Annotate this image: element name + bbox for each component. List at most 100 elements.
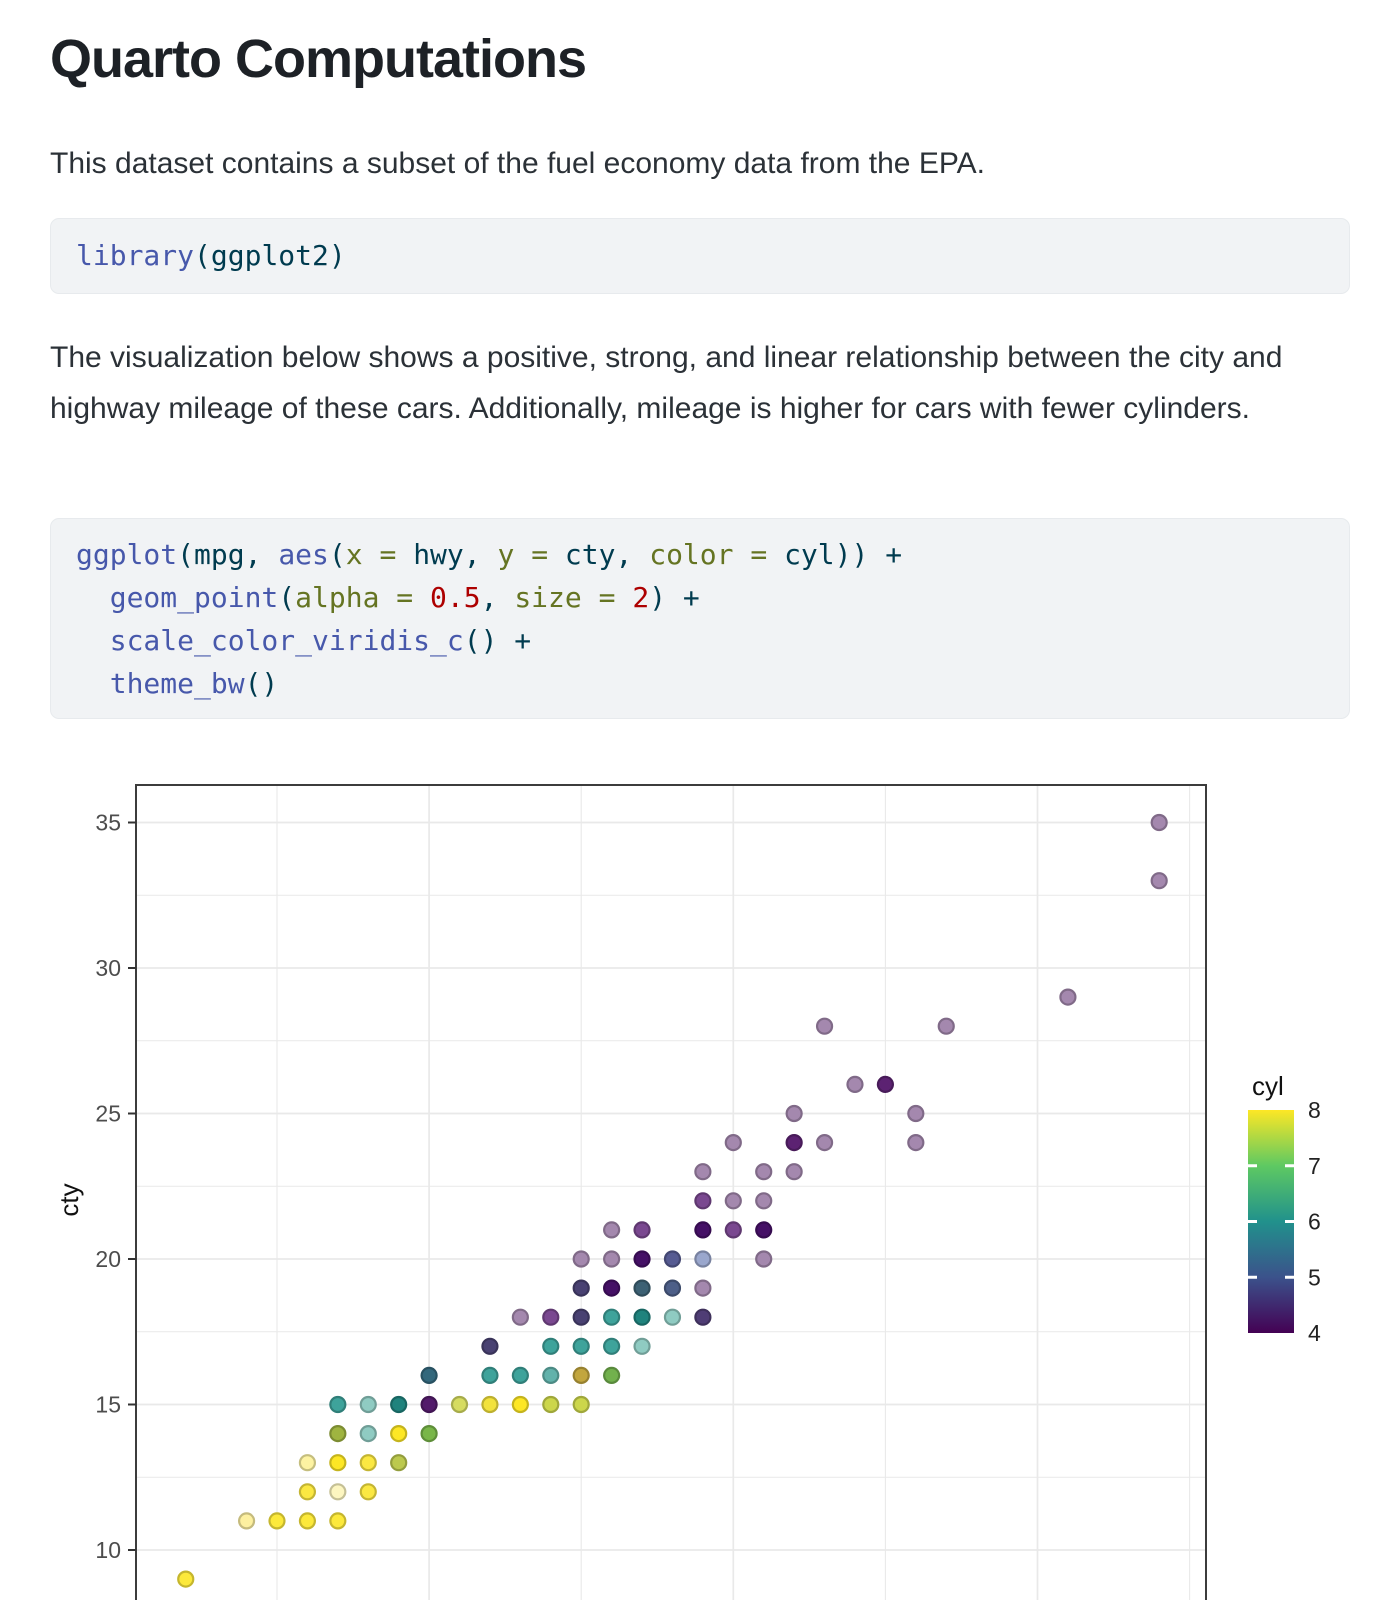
data-point	[694, 1250, 712, 1268]
y-tick-label: 25	[95, 1101, 121, 1127]
data-point	[298, 1483, 317, 1501]
data-point	[694, 1221, 712, 1239]
data-point	[663, 1308, 682, 1326]
data-point	[1059, 988, 1077, 1006]
data-point	[755, 1192, 773, 1210]
data-point	[481, 1337, 499, 1355]
legend-tick-label: 5	[1308, 1264, 1321, 1290]
data-point	[511, 1395, 529, 1414]
data-point	[511, 1308, 529, 1326]
data-point	[724, 1221, 742, 1239]
y-tick-label: 20	[95, 1246, 121, 1272]
code-line: ggplot(mpg, aes(x = hwy, y = cty, color …	[76, 538, 903, 571]
data-point	[876, 1075, 895, 1093]
data-point	[329, 1395, 347, 1414]
data-point	[420, 1424, 438, 1443]
data-point	[329, 1424, 347, 1443]
data-point	[298, 1454, 317, 1472]
code-line: theme_bw()	[109, 667, 279, 700]
legend-tick-label: 7	[1308, 1153, 1321, 1179]
legend-tick-label: 6	[1308, 1209, 1321, 1235]
data-point	[481, 1395, 499, 1414]
data-point	[542, 1395, 560, 1414]
y-tick-label: 15	[95, 1392, 121, 1418]
data-point	[298, 1512, 317, 1530]
data-point	[633, 1279, 651, 1297]
data-point	[268, 1512, 286, 1530]
data-point	[694, 1279, 712, 1297]
data-point	[359, 1454, 377, 1472]
data-point	[572, 1337, 590, 1355]
data-point	[724, 1192, 742, 1210]
y-tick-label: 10	[95, 1537, 121, 1563]
scatter-plot-figure: 35 30 25 20 15 10 cty cyl 8 7 6 5 4	[0, 760, 1400, 1600]
data-point	[420, 1366, 438, 1385]
code-block-library: library(ggplot2)	[50, 218, 1350, 294]
code-line: scale_color_viridis_c() +	[109, 624, 532, 657]
data-point	[603, 1221, 621, 1239]
data-point	[359, 1424, 377, 1443]
data-point	[572, 1395, 590, 1414]
data-point	[603, 1250, 621, 1268]
data-point	[603, 1279, 621, 1297]
data-point	[603, 1366, 621, 1385]
data-point	[633, 1337, 651, 1355]
data-point	[542, 1308, 560, 1326]
data-point	[694, 1192, 712, 1210]
data-point	[937, 1017, 955, 1035]
data-point	[177, 1570, 195, 1588]
data-point	[603, 1308, 621, 1326]
data-point	[785, 1163, 803, 1181]
data-point	[390, 1424, 408, 1443]
data-point	[390, 1395, 408, 1414]
data-point	[846, 1075, 864, 1093]
data-point	[815, 1017, 834, 1035]
data-point	[542, 1366, 560, 1385]
data-point	[390, 1454, 408, 1472]
code-line: library(ggplot2)	[76, 239, 346, 272]
panel-border	[135, 784, 1207, 1600]
data-point	[359, 1395, 377, 1414]
data-point	[359, 1483, 377, 1501]
legend-title: cyl	[1252, 1071, 1284, 1101]
data-point	[724, 1134, 742, 1152]
data-point	[1150, 872, 1168, 890]
data-point	[329, 1454, 347, 1472]
data-point	[420, 1395, 438, 1414]
data-point	[572, 1366, 590, 1385]
data-point	[572, 1308, 590, 1326]
data-point	[329, 1483, 347, 1501]
intro-paragraph: This dataset contains a subset of the fu…	[50, 147, 985, 180]
data-point	[663, 1250, 682, 1268]
data-point	[1150, 813, 1168, 832]
data-point	[633, 1221, 651, 1239]
legend-tick-label: 4	[1308, 1320, 1321, 1346]
data-point	[663, 1279, 682, 1297]
scatter-plot-svg: 35 30 25 20 15 10 cty cyl 8 7 6 5 4	[54, 784, 1321, 1600]
data-point	[450, 1395, 469, 1414]
data-point	[815, 1134, 834, 1152]
data-point	[237, 1512, 256, 1530]
data-point	[907, 1104, 925, 1123]
data-point	[603, 1337, 621, 1355]
code-line: geom_point(alpha = 0.5, size = 2) +	[109, 581, 700, 614]
data-point	[785, 1104, 803, 1123]
y-tick-label: 35	[95, 810, 121, 836]
data-point	[755, 1163, 773, 1181]
data-point	[907, 1134, 925, 1152]
page-title: Quarto Computations	[50, 29, 587, 89]
data-point	[755, 1250, 773, 1268]
data-point	[755, 1221, 773, 1239]
data-point	[329, 1512, 347, 1530]
legend-tick-label: 8	[1308, 1097, 1321, 1123]
data-point	[694, 1308, 712, 1326]
data-point	[633, 1250, 651, 1268]
data-point	[481, 1366, 499, 1385]
description-paragraph: The visualization below shows a positive…	[50, 341, 1283, 425]
data-point	[785, 1134, 803, 1152]
y-tick-label: 30	[95, 955, 121, 981]
data-point	[572, 1279, 590, 1297]
y-axis-title: cty	[54, 1183, 84, 1216]
data-point	[511, 1366, 529, 1385]
code-block-ggplot: ggplot(mpg, aes(x = hwy, y = cty, color …	[50, 518, 1350, 719]
